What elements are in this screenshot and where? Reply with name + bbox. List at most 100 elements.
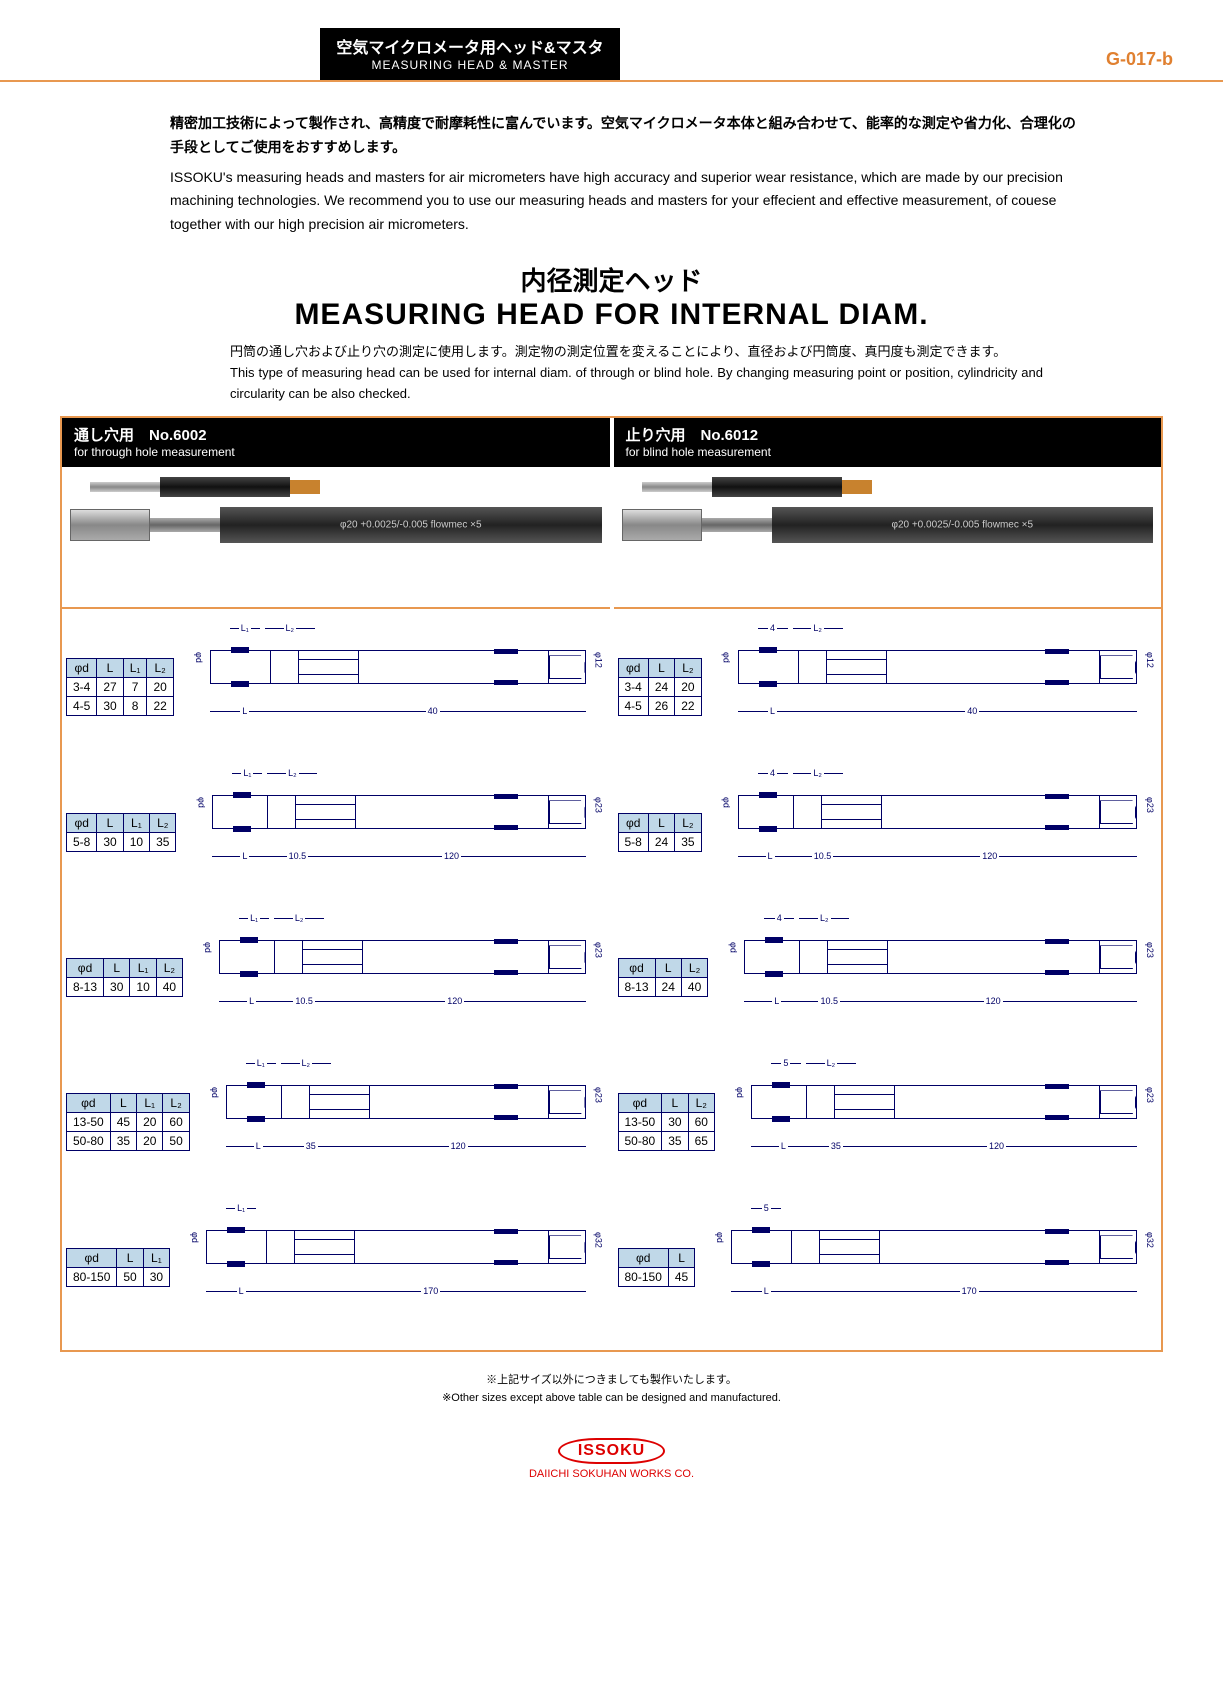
table-cell: 20 [675, 678, 701, 697]
top-dim-1: 5 [762, 1203, 771, 1213]
top-dim-2: L₂ [286, 768, 299, 778]
brand-logo: ISSOKU [558, 1438, 665, 1464]
dim-mid-label: 10.5 [818, 996, 840, 1006]
top-dim-1: L₁ [255, 1058, 267, 1068]
dim-ext-label: 120 [449, 1141, 468, 1151]
dimension-table: φdLL₂3-424204-52622 [618, 658, 702, 716]
table-cell: 27 [97, 678, 123, 697]
table-header: L [662, 1094, 688, 1113]
logo-area: ISSOKU DAIICHI SOKUHAN WORKS CO. [0, 1438, 1223, 1500]
gauge-photo-large: φ20 +0.0025/-0.005 flowmec ×5 [70, 507, 602, 543]
dim-mid-label: 35 [304, 1141, 318, 1151]
drawing-row: φdLL₁L₂13-5045206050-80352050 φd φ23 L₁ … [66, 1052, 606, 1162]
table-header: L₂ [147, 659, 173, 678]
panels-container: 通し穴用 No.6002 for through hole measuremen… [60, 416, 1163, 1352]
table-cell: 50-80 [67, 1132, 111, 1151]
dia-d-label: φd [196, 797, 206, 808]
top-dim-1: 4 [768, 623, 777, 633]
top-dim-1: L₁ [248, 913, 260, 923]
table-cell: 40 [681, 977, 707, 996]
table-header: φd [618, 1248, 668, 1267]
dim-mid-label: 10.5 [812, 851, 834, 861]
table-cell: 45 [668, 1267, 694, 1286]
drawing-row: φdLL₁L₂5-8301035 φd φ23 L₁ L₂ L 10.5 [66, 762, 606, 872]
table-header: L [110, 1094, 136, 1113]
intro-jp: 精密加工技術によって製作され、高精度で耐摩耗性に富んでいます。空気マイクロメータ… [170, 112, 1083, 160]
table-row: 50-803565 [618, 1132, 714, 1151]
panel-title-jp: 止り穴用 No.6012 [626, 424, 1150, 445]
table-row: 50-80352050 [67, 1132, 190, 1151]
panel-header: 止り穴用 No.6012 for blind hole measurement [614, 418, 1162, 467]
table-header: φd [618, 813, 648, 832]
dia-d-label: φd [210, 1087, 220, 1098]
table-header: φd [67, 1248, 117, 1267]
panel-header: 通し穴用 No.6002 for through hole measuremen… [62, 418, 610, 467]
dimension-table: φdLL₂8-132440 [618, 958, 709, 997]
dimension-table: φdLL₁L₂13-5045206050-80352050 [66, 1093, 190, 1151]
footnote-en: ※Other sizes except above table can be d… [0, 1390, 1223, 1408]
drawing-area: φdLL₂3-424204-52622 φd φ12 4 L₂ L 40 [614, 607, 1162, 1350]
dia-d-label: φd [190, 1232, 200, 1243]
dim-L-label: L [237, 1286, 246, 1296]
sub-description: 円筒の通し穴および止り穴の測定に使用します。測定物の測定位置を変えることにより、… [0, 342, 1223, 416]
dim-L-label: L [768, 706, 777, 716]
dimension-table: φdLL₁L₂5-8301035 [66, 813, 176, 852]
technical-drawing: φd φ12 L₁ L₂ L 40 [180, 622, 606, 722]
dia-right-label: φ32 [1145, 1232, 1155, 1248]
company-name: DAIICHI SOKUHAN WORKS CO. [0, 1468, 1223, 1480]
drawing-row: φdLL₂5-82435 φd φ23 4 L₂ L 10.5 120 [618, 762, 1158, 872]
footnote-jp: ※上記サイズ以外につきましても製作いたします。 [0, 1372, 1223, 1390]
table-cell: 20 [137, 1113, 163, 1132]
dim-L-label: L [766, 851, 775, 861]
table-header: L [655, 958, 681, 977]
dia-right-label: φ23 [1145, 1087, 1155, 1103]
table-cell: 13-50 [618, 1113, 662, 1132]
technical-drawing: φd φ23 5 L₂ L 35 120 [721, 1057, 1157, 1157]
top-dim-2: L₂ [293, 913, 306, 923]
table-header: L₁ [123, 659, 147, 678]
top-dim-1: 4 [768, 768, 777, 778]
table-row: 13-503060 [618, 1113, 714, 1132]
main-title-jp: 内径測定ヘッド [0, 261, 1223, 298]
dim-ext-label: 170 [960, 1286, 979, 1296]
table-cell: 3-4 [67, 678, 97, 697]
table-cell: 30 [97, 832, 123, 851]
drawing-row: φdLL₁L₂8-13301040 φd φ23 L₁ L₂ L 10.5 [66, 907, 606, 1017]
table-header: L₁ [137, 1094, 163, 1113]
gauge-photo-large: φ20 +0.0025/-0.005 flowmec ×5 [622, 507, 1154, 543]
dia-right-label: φ12 [594, 652, 604, 668]
footnote: ※上記サイズ以外につきましても製作いたします。 ※Other sizes exc… [0, 1372, 1223, 1407]
dia-d-label: φd [715, 1232, 725, 1243]
dia-right-label: φ23 [594, 942, 604, 958]
table-cell: 24 [655, 977, 681, 996]
dim-ext-label: 120 [445, 996, 464, 1006]
technical-drawing: φd φ23 L₁ L₂ L 10.5 120 [189, 912, 605, 1012]
panel-title-jp: 通し穴用 No.6002 [74, 424, 598, 445]
dim-ext-label: 120 [987, 1141, 1006, 1151]
table-cell: 45 [110, 1113, 136, 1132]
table-cell: 80-150 [618, 1267, 668, 1286]
dimension-table: φdLL₂13-50306050-803565 [618, 1093, 715, 1151]
dim-L-label: L [772, 996, 781, 1006]
table-cell: 8 [123, 697, 147, 716]
table-header: φd [618, 659, 648, 678]
dia-d-label: φd [735, 1087, 745, 1098]
table-cell: 10 [123, 832, 149, 851]
dia-right-label: φ23 [594, 1087, 604, 1103]
header-row: 空気マイクロメータ用ヘッド&マスタ MEASURING HEAD & MASTE… [0, 0, 1223, 80]
dim-mid-label: 10.5 [287, 851, 309, 861]
table-header: L [97, 813, 123, 832]
table-row: 8-132440 [618, 977, 708, 996]
top-dim-2: L₂ [811, 623, 824, 633]
gauge-photo-small [90, 477, 602, 497]
dia-d-label: φd [203, 942, 213, 953]
top-dim-2: L₂ [818, 913, 831, 923]
table-row: 8-13301040 [67, 977, 183, 996]
drawing-row: φdLL₁L₂3-4277204-530822 φd φ12 L₁ L₂ L [66, 617, 606, 727]
table-header: φd [67, 958, 104, 977]
dia-d-label: φd [728, 942, 738, 953]
dim-mid-label: 10.5 [293, 996, 315, 1006]
table-cell: 13-50 [67, 1113, 111, 1132]
table-cell: 5-8 [67, 832, 97, 851]
table-header: φd [618, 1094, 662, 1113]
